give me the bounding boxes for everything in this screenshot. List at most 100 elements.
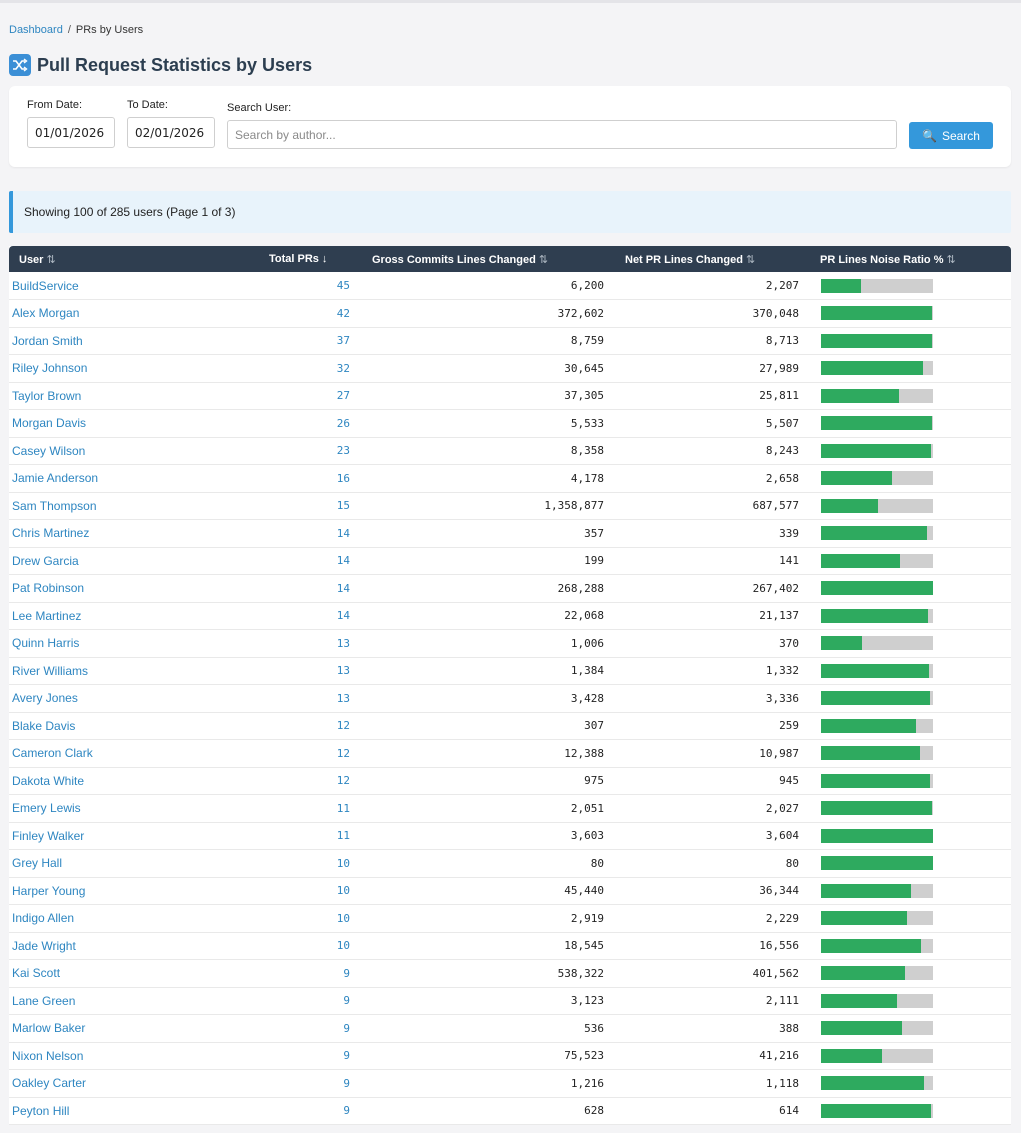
noise-ratio-bar-fill	[821, 526, 928, 541]
total-prs-cell[interactable]: 10	[336, 856, 350, 870]
noise-ratio-bar	[821, 746, 933, 761]
column-header-net-lines[interactable]: Net PR Lines Changed ⇅	[625, 253, 756, 266]
user-link[interactable]: Jade Wright	[12, 938, 76, 953]
user-cell: Pat Robinson	[9, 575, 259, 603]
user-link[interactable]: Grey Hall	[12, 856, 63, 871]
user-link[interactable]: Kai Scott	[12, 966, 61, 981]
total-prs-cell[interactable]: 26	[336, 416, 350, 430]
noise-ratio-cell	[810, 932, 1011, 960]
total-prs-cell[interactable]: 45	[336, 279, 350, 292]
total-prs-cell[interactable]: 11	[336, 801, 350, 815]
user-link[interactable]: Morgan Davis	[12, 416, 87, 431]
user-link[interactable]: Finley Walker	[12, 828, 85, 843]
gross-lines-cell: 4,178	[570, 471, 604, 485]
user-link[interactable]: Cameron Clark	[12, 746, 93, 761]
user-link[interactable]: Quinn Harris	[12, 636, 80, 651]
total-prs-cell[interactable]: 37	[336, 334, 350, 348]
column-header-total-prs[interactable]: Total PRs ↓	[269, 253, 328, 265]
total-prs-cell[interactable]: 9	[343, 1104, 350, 1118]
total-prs-cell[interactable]: 13	[336, 664, 350, 678]
user-link[interactable]: Lee Martinez	[12, 608, 82, 623]
total-prs-cell[interactable]: 9	[343, 1021, 350, 1035]
user-link[interactable]: Casey Wilson	[12, 443, 86, 458]
net-lines-cell: 16,556	[759, 939, 799, 953]
user-link[interactable]: River Williams	[12, 663, 88, 678]
total-prs-cell[interactable]: 13	[336, 691, 350, 705]
total-prs-cell[interactable]: 12	[336, 774, 350, 788]
total-prs-cell[interactable]: 11	[336, 829, 350, 843]
total-prs-cell[interactable]: 9	[343, 1049, 350, 1063]
column-header-user[interactable]: User ⇅	[19, 253, 56, 266]
total-prs-cell[interactable]: 12	[336, 746, 350, 760]
total-prs-cell[interactable]: 13	[336, 636, 350, 650]
user-link[interactable]: Nixon Nelson	[12, 1048, 84, 1063]
user-link[interactable]: Sam Thompson	[12, 498, 97, 513]
breadcrumb-dashboard-link[interactable]: Dashboard	[9, 24, 63, 36]
table-row: Drew Garcia 14 199 141	[9, 547, 1011, 575]
gross-lines-cell: 75,523	[564, 1049, 604, 1063]
column-header-gross-lines[interactable]: Gross Commits Lines Changed ⇅	[372, 253, 549, 266]
total-prs-cell[interactable]: 14	[336, 609, 350, 623]
total-prs-cell[interactable]: 16	[336, 471, 350, 485]
user-cell: Lane Green	[9, 987, 259, 1015]
user-cell: Morgan Davis	[9, 410, 259, 438]
noise-ratio-bar-fill	[821, 883, 911, 898]
total-prs-cell[interactable]: 15	[336, 499, 350, 513]
user-cell: Finley Walker	[9, 822, 259, 850]
user-link[interactable]: Drew Garcia	[12, 553, 79, 568]
total-prs-cell[interactable]: 10	[336, 939, 350, 953]
total-prs-cell[interactable]: 14	[336, 581, 350, 595]
net-lines-cell: 945	[779, 774, 799, 788]
user-link[interactable]: Alex Morgan	[12, 306, 80, 321]
search-button[interactable]: 🔍 Search	[909, 122, 993, 149]
user-link[interactable]: Jordan Smith	[12, 333, 83, 348]
noise-ratio-bar	[821, 608, 933, 623]
total-prs-cell[interactable]: 32	[336, 361, 350, 375]
search-input[interactable]: Search by author...	[227, 120, 897, 149]
table-row: Quinn Harris 13 1,006 370	[9, 630, 1011, 657]
user-link[interactable]: Chris Martinez	[12, 526, 90, 541]
user-link[interactable]: Emery Lewis	[12, 801, 81, 816]
user-link[interactable]: BuildService	[12, 278, 79, 293]
gross-lines-cell: 8,759	[570, 334, 604, 348]
total-prs-cell[interactable]: 10	[336, 911, 350, 925]
net-lines-cell: 41,216	[759, 1049, 799, 1063]
user-link[interactable]: Peyton Hill	[12, 1103, 70, 1118]
user-link[interactable]: Riley Johnson	[12, 361, 88, 376]
user-link[interactable]: Marlow Baker	[12, 1021, 86, 1036]
noise-ratio-cell	[810, 1070, 1011, 1098]
total-prs-cell[interactable]: 23	[336, 444, 350, 458]
total-prs-cell[interactable]: 9	[343, 1076, 350, 1090]
to-date-input[interactable]: 02/01/2026	[127, 117, 215, 148]
user-link[interactable]: Lane Green	[12, 993, 76, 1008]
net-lines-cell: 5,507	[765, 416, 799, 430]
table-row: Emery Lewis 11 2,051 2,027	[9, 795, 1011, 822]
total-prs-cell[interactable]: 27	[336, 389, 350, 403]
user-link[interactable]: Oakley Carter	[12, 1076, 87, 1091]
user-link[interactable]: Dakota White	[12, 773, 85, 788]
user-link[interactable]: Harper Young	[12, 883, 86, 898]
user-link[interactable]: Taylor Brown	[12, 388, 82, 403]
total-prs-cell[interactable]: 14	[336, 526, 350, 540]
from-date-input[interactable]: 01/01/2026	[27, 117, 115, 148]
total-prs-cell[interactable]: 14	[336, 554, 350, 568]
user-link[interactable]: Jamie Anderson	[12, 471, 99, 486]
search-button-label: Search	[941, 128, 980, 143]
total-prs-cell[interactable]: 10	[336, 884, 350, 898]
user-link[interactable]: Pat Robinson	[12, 581, 85, 596]
total-prs-cell[interactable]: 12	[336, 719, 350, 733]
column-header-noise-ratio[interactable]: PR Lines Noise Ratio % ⇅	[820, 253, 956, 266]
user-cell: Chris Martinez	[9, 520, 259, 548]
noise-ratio-cell	[810, 575, 1011, 603]
noise-ratio-cell	[810, 1042, 1011, 1070]
net-lines-cell: 27,989	[759, 361, 799, 375]
noise-ratio-bar-fill	[821, 498, 878, 513]
user-link[interactable]: Blake Davis	[12, 718, 76, 733]
filter-card: From Date: 01/01/2026 To Date: 02/01/202…	[9, 86, 1011, 167]
total-prs-cell[interactable]: 9	[343, 966, 350, 980]
total-prs-cell[interactable]: 42	[336, 306, 350, 320]
user-link[interactable]: Avery Jones	[12, 691, 78, 706]
user-link[interactable]: Indigo Allen	[12, 911, 75, 926]
total-prs-cell[interactable]: 9	[343, 994, 350, 1008]
noise-ratio-cell	[810, 272, 1011, 300]
